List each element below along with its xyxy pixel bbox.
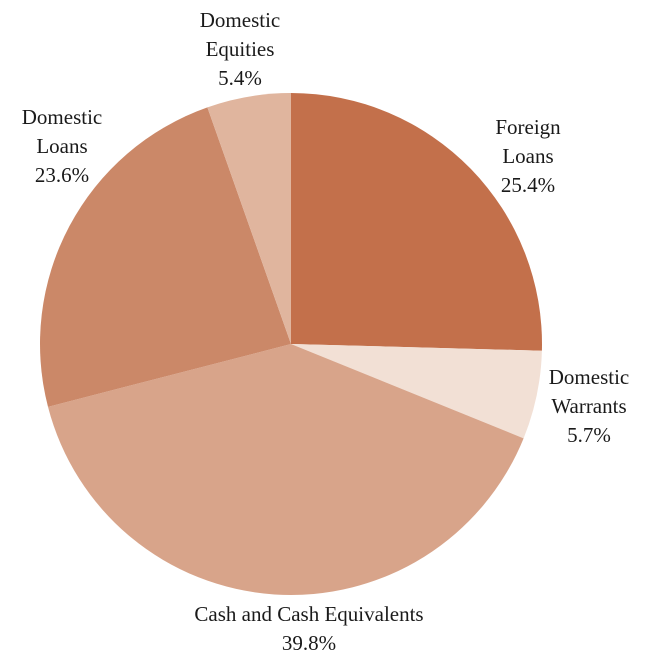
slice-value-label-2: 39.8%	[282, 631, 336, 651]
slice-name-label-0-1: Loans	[502, 144, 553, 168]
slice-value-label-0: 25.4%	[501, 173, 555, 197]
pie-slice-0	[291, 93, 542, 351]
slice-name-label-2-0: Cash and Cash Equivalents	[194, 602, 423, 626]
slice-name-label-1-1: Warrants	[551, 394, 626, 418]
slice-name-label-4-1: Equities	[206, 37, 275, 61]
slice-name-label-1-0: Domestic	[549, 365, 629, 389]
slice-name-label-4-0: Domestic	[200, 8, 280, 32]
pie-slice-4	[207, 93, 291, 344]
labels-group: Foreign Loans 25.4% Domestic Warrants 5.7% Cas…	[22, 8, 629, 651]
slice-name-label-3-1: Loans	[36, 134, 87, 158]
slice-value-label-3: 23.6%	[35, 163, 89, 187]
pie-slice-2	[48, 344, 524, 595]
slice-name-label-3-0: Domestic	[22, 105, 102, 129]
slices-group	[40, 93, 542, 595]
slice-value-label-4: 5.4%	[218, 66, 262, 90]
slice-value-label-1: 5.7%	[567, 423, 611, 447]
pie-slice-3	[40, 107, 291, 407]
slice-name-label-0-0: Foreign	[495, 115, 561, 139]
pie-slice-1	[291, 344, 542, 439]
